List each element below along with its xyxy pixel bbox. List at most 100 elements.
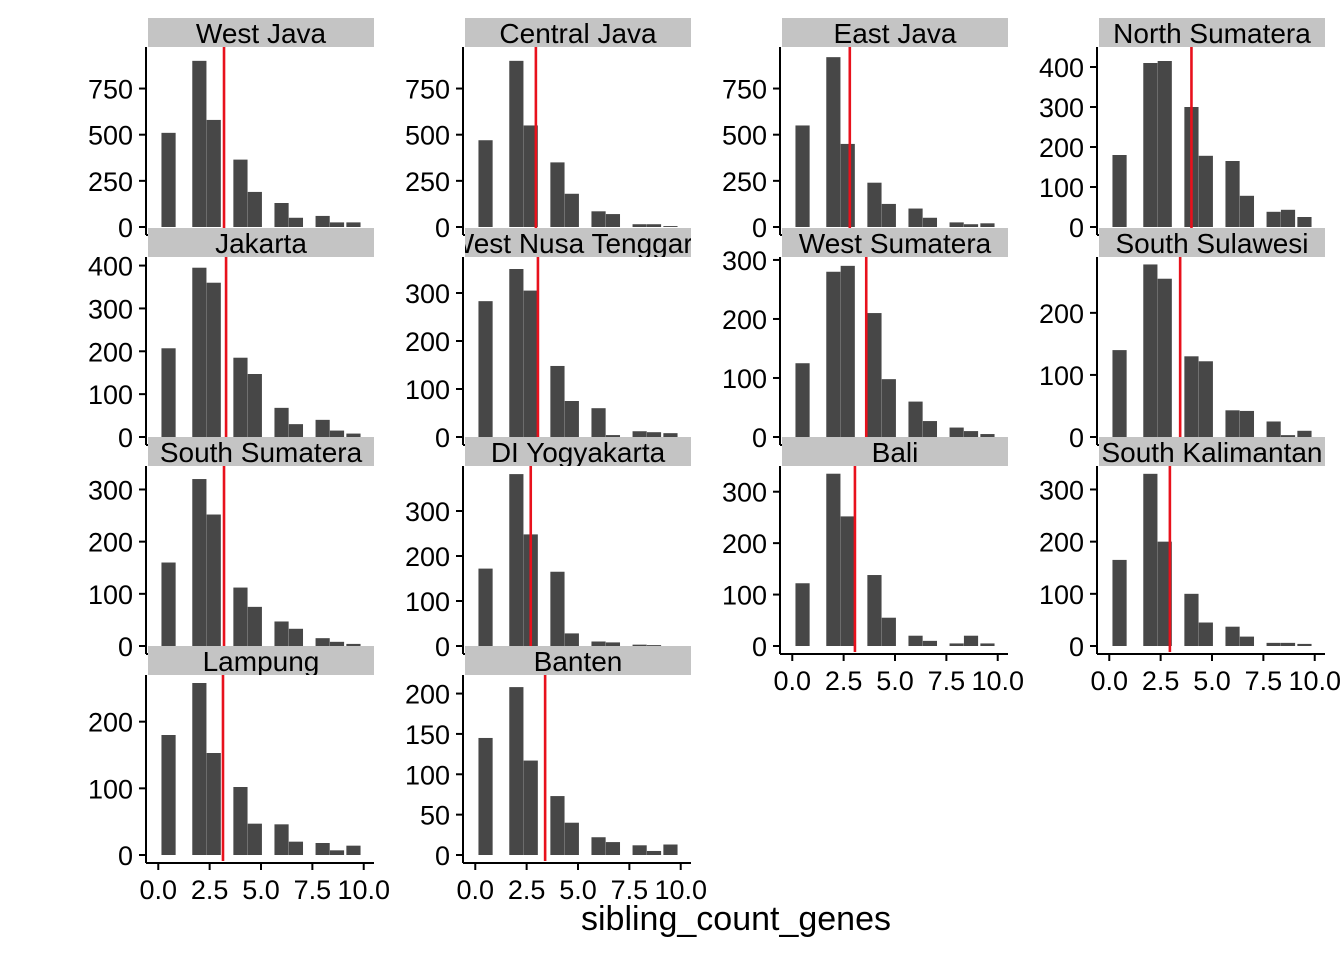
y-tick-label: 200	[1039, 528, 1084, 558]
y-tick-label: 0	[435, 423, 450, 453]
y-tick-label: 500	[405, 121, 450, 151]
histogram-bar	[192, 479, 207, 646]
histogram-bar	[867, 313, 882, 437]
panel-title: South Sumatera	[160, 437, 363, 468]
histogram-bar	[550, 162, 565, 227]
y-tick-label: 300	[88, 294, 133, 324]
y-tick-label: 150	[405, 720, 450, 750]
y-tick-label: 0	[752, 213, 767, 243]
histogram-bar	[1112, 559, 1127, 646]
histogram-bar	[1184, 593, 1199, 646]
histogram-bar	[1266, 211, 1281, 227]
panel-strip	[465, 18, 691, 47]
histogram-bar	[233, 787, 248, 855]
histogram-bar	[274, 621, 289, 646]
histogram-bar	[346, 643, 361, 646]
histogram-bar	[509, 687, 524, 855]
y-tick-label: 200	[405, 680, 450, 710]
panel-title: West Java	[196, 18, 327, 49]
histogram-bar	[192, 267, 207, 437]
y-tick-label: 0	[1069, 213, 1084, 243]
histogram-bar	[288, 628, 304, 646]
panel-title: Lampung	[203, 646, 320, 677]
histogram-bar	[564, 193, 579, 227]
histogram-bar	[509, 60, 524, 227]
y-tick-label: 0	[118, 632, 133, 662]
x-tick-label: 10.0	[654, 875, 707, 905]
histogram-bar	[963, 635, 979, 646]
histogram-bar	[1157, 541, 1172, 646]
y-tick-label: 500	[722, 121, 767, 151]
panel-south-sulawesi: South Sulawesi 0 100 200	[1039, 228, 1325, 453]
histogram-bar	[564, 633, 579, 646]
histogram-bar	[1297, 217, 1312, 227]
y-tick-label: 300	[1039, 475, 1084, 505]
y-tick-label: 300	[722, 246, 767, 276]
y-tick-label: 200	[722, 305, 767, 335]
y-tick-label: 50	[420, 801, 450, 831]
histogram-bar	[949, 222, 964, 227]
histogram-bar	[1297, 430, 1312, 437]
histogram-bar	[1143, 264, 1158, 437]
histogram-bar	[315, 638, 330, 646]
panel-south-kalimantan: South Kalimantan 0 100 200 300 0.0 2.5 5.0 7.5 10…	[1039, 437, 1341, 696]
histogram-bar	[867, 575, 882, 646]
x-tick-label: 2.5	[508, 875, 546, 905]
histogram-bar	[1157, 278, 1172, 437]
panel-banten: Banten 0 50 100 150 200 0.0 2.5 5.0 7.5 10.0	[405, 646, 707, 905]
histogram-bar	[478, 737, 493, 855]
y-tick-label: 750	[722, 75, 767, 105]
panel-title: South Kalimantan	[1101, 437, 1322, 468]
histogram-bar	[329, 222, 345, 227]
histogram-bar	[233, 357, 248, 437]
y-tick-label: 0	[752, 632, 767, 662]
histogram-bar	[315, 843, 330, 855]
y-tick-label: 750	[88, 75, 133, 105]
histogram-bar	[840, 516, 855, 646]
y-tick-label: 400	[88, 252, 133, 282]
histogram-bar	[840, 265, 855, 437]
panel-strip	[1099, 18, 1325, 47]
y-tick-label: 100	[1039, 580, 1084, 610]
histogram-bar	[632, 845, 647, 855]
histogram-bar	[161, 348, 176, 437]
x-tick-label: 7.5	[294, 875, 332, 905]
x-tick-label: 2.5	[1142, 666, 1180, 696]
histogram-bar	[1184, 356, 1199, 437]
histogram-bar	[980, 434, 995, 437]
histogram-bar	[663, 433, 678, 437]
histogram-bar	[908, 635, 923, 646]
y-tick-label: 200	[88, 337, 133, 367]
histogram-bar	[840, 143, 855, 227]
panel-di-yogyakarta: DI Yogyakarta 0 100 200 300	[405, 437, 691, 662]
y-tick-label: 250	[88, 167, 133, 197]
histogram-bar	[192, 683, 207, 855]
x-tick-label: 0.0	[456, 875, 494, 905]
panel-strip	[465, 437, 691, 466]
panel-central-java: Central Java 0 250 500 750	[405, 18, 691, 243]
y-tick-label: 250	[722, 167, 767, 197]
panel-title: West Sumatera	[799, 228, 992, 259]
histogram-bar	[206, 514, 221, 646]
histogram-bar	[605, 214, 621, 227]
y-tick-label: 100	[405, 375, 450, 405]
histogram-bar	[908, 401, 923, 437]
y-tick-label: 100	[722, 364, 767, 394]
histogram-bar	[1239, 195, 1255, 227]
y-tick-label: 100	[1039, 173, 1084, 203]
panel-title: East Java	[834, 18, 957, 49]
histogram-bar	[509, 269, 524, 437]
histogram-bar	[980, 643, 995, 646]
histogram-bar	[523, 760, 538, 855]
y-tick-label: 0	[435, 213, 450, 243]
x-tick-label: 2.5	[825, 666, 863, 696]
panel-title: Banten	[534, 646, 623, 677]
histogram-bar	[1157, 61, 1172, 227]
panel-west-java: West Java 0 250 500 750	[88, 18, 374, 243]
histogram-bar	[346, 845, 361, 855]
histogram-bar	[247, 823, 262, 855]
x-tick-label: 7.5	[1245, 666, 1283, 696]
histogram-bar	[315, 419, 330, 437]
panel-title: North Sumatera	[1113, 18, 1311, 49]
y-tick-label: 200	[1039, 299, 1084, 329]
